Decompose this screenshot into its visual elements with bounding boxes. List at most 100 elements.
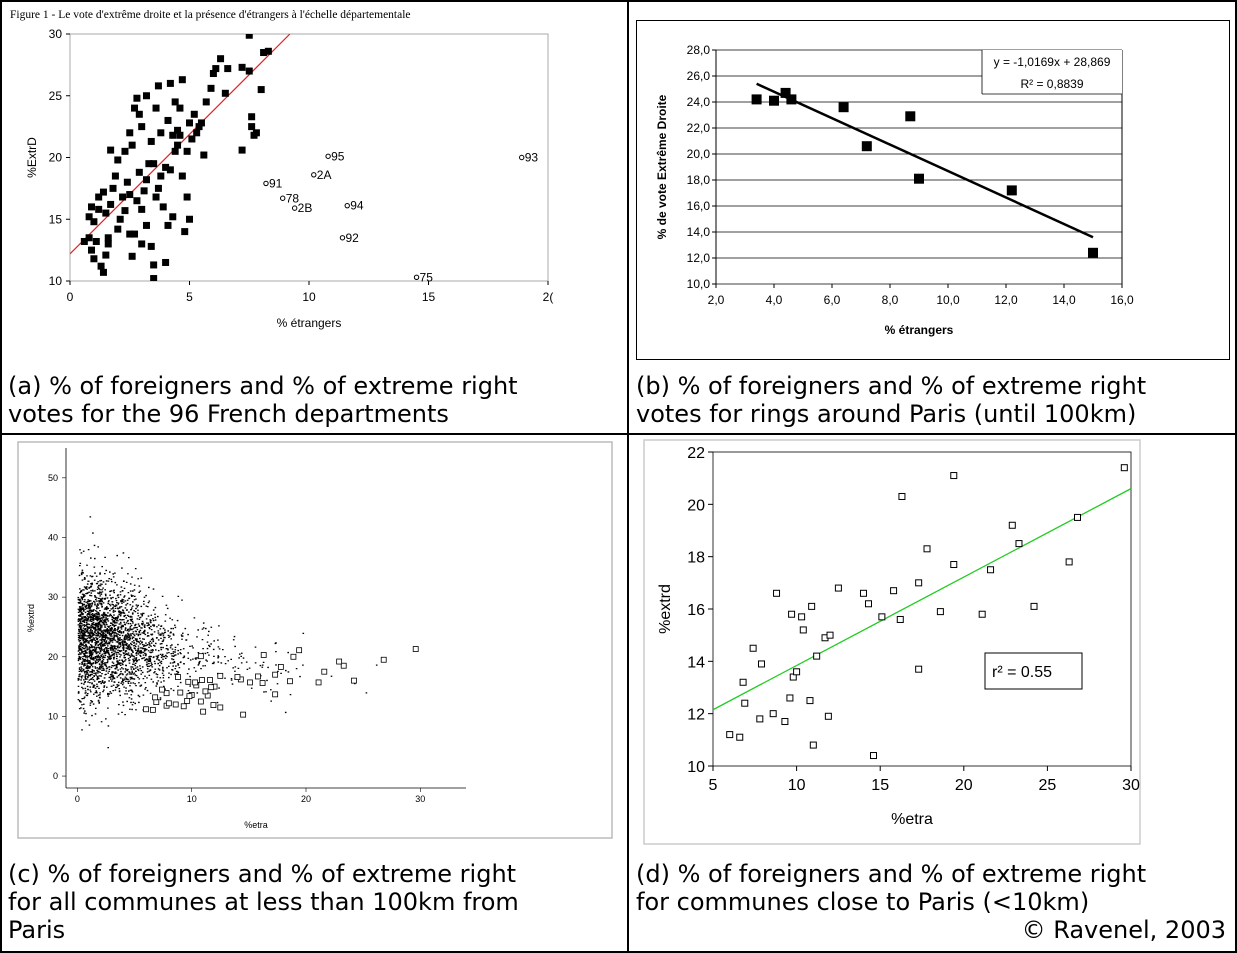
caption-c-line-3: Paris (8, 916, 66, 944)
chart-d-point (859, 589, 867, 597)
chart-c: 0 10 20 30 40 50 0 10 20 30 %etra %extrd (17, 441, 613, 839)
grid-divider-vertical (627, 0, 629, 953)
chart-d-y-tick-label: 10 (687, 759, 705, 776)
chart-a-point (154, 184, 162, 192)
chart-a-labeled-point (413, 274, 420, 280)
chart-d-point (834, 584, 842, 592)
chart-b-y-tick-label: 24,0 (687, 95, 711, 109)
chart-d-x-tick-label: 10 (788, 777, 806, 794)
chart-b-point (838, 102, 849, 113)
chart-d-y-tick-label: 20 (687, 497, 705, 514)
chart-a-point (245, 34, 253, 39)
chart-b-x-label: % étrangers (885, 323, 954, 337)
chart-c-open-point (175, 674, 181, 680)
chart-a-point (238, 146, 246, 154)
chart-c-open-point (185, 678, 192, 685)
chart-a-point (166, 79, 174, 87)
chart-b-point (1006, 185, 1017, 196)
chart-a-x-tick-label: 2( (543, 290, 554, 304)
chart-a-point (264, 47, 272, 55)
chart-d-trendline (712, 488, 1132, 711)
chart-a-point (104, 240, 112, 248)
chart-b-y-tick-label: 28,0 (687, 43, 711, 57)
chart-a-point (107, 146, 115, 154)
chart-a-point (202, 98, 210, 106)
chart-a-point (104, 234, 112, 242)
chart-a-point (169, 131, 177, 139)
chart-a-point (252, 129, 260, 137)
chart-a-labeled-point (344, 202, 350, 209)
chart-a-point (157, 172, 165, 180)
chart-a-point (95, 193, 103, 201)
chart-d-x-tick-label: 25 (1039, 777, 1057, 794)
chart-c-open-point (143, 706, 149, 713)
chart-a-point (88, 203, 96, 211)
chart-d-point (950, 472, 958, 480)
chart-a-point (157, 129, 165, 137)
chart-c-y-tick-label: 10 (48, 711, 58, 721)
copyright: © Ravenel, 2003 (1021, 916, 1226, 944)
chart-a-point (154, 82, 162, 90)
panel-b: 10,0 12,0 14,0 16,0 18,0 20,0 22,0 24,0 26,0 28,0… (636, 20, 1230, 360)
chart-b-frame (636, 20, 1230, 360)
panel-d: 10 12 14 16 18 20 22 5 10 15 20 25 30 %etra %extrd r² =… (642, 438, 1142, 846)
chart-a-point (152, 193, 160, 201)
chart-d-y-tick-label: 22 (687, 445, 705, 462)
chart-a-point (126, 191, 134, 199)
chart-b-x-tick-label: 6,0 (824, 293, 841, 307)
chart-c-open-point (290, 653, 297, 660)
chart-d-point (915, 665, 923, 673)
chart-a-point-label: 2A (317, 168, 332, 182)
chart-a-point (116, 215, 124, 223)
chart-a-point (99, 268, 107, 276)
chart-d-x-tick-label: 20 (955, 777, 973, 794)
chart-b-point (914, 173, 924, 184)
caption-d-line-2: for communes close to Paris (<10km) (636, 888, 1090, 916)
chart-b-equation-box (982, 50, 1122, 94)
chart-a-point (135, 168, 143, 176)
chart-b-trendline (756, 82, 1094, 239)
panel-a: Figure 1 - Le vote d'extrême droite et l… (8, 4, 620, 366)
chart-a-point (169, 213, 177, 221)
chart-a-point (102, 209, 110, 217)
chart-a-point (174, 126, 182, 134)
grid-border-left (0, 0, 2, 953)
chart-a-y-tick-label: 30 (49, 27, 63, 41)
chart-d-point (769, 710, 777, 718)
chart-a-point (138, 240, 146, 248)
chart-c-open-point (208, 684, 215, 691)
chart-c-y-tick-label: 50 (48, 473, 58, 483)
chart-d-point (798, 613, 806, 621)
chart-c-open-point (340, 662, 347, 669)
chart-a-point (95, 205, 103, 213)
chart-a-point (150, 275, 158, 281)
chart-d-point (870, 752, 878, 760)
chart-d-point (826, 631, 834, 639)
caption-c-line-1: (c) % of foreigners and % of extreme rig… (8, 860, 517, 888)
chart-d-x-tick-label: 30 (1122, 777, 1140, 794)
chart-a-point (171, 147, 179, 155)
chart-a-point (186, 215, 193, 223)
chart-a-point (238, 63, 246, 71)
chart-a-point (181, 228, 189, 236)
chart-a-point (162, 163, 170, 171)
chart-a-labeled-point (325, 153, 331, 159)
chart-b-equation: y = -1,0169x + 28,869 (994, 55, 1111, 69)
chart-a-point (178, 172, 186, 180)
chart-c-y-tick-label: 0 (53, 771, 58, 781)
chart-d-r2-box (984, 652, 1083, 690)
chart-d-point (915, 579, 923, 587)
chart-d-y-label: %extrd (657, 584, 674, 634)
chart-a-y-tick-label: 15 (49, 212, 63, 226)
chart-a-point (140, 187, 148, 195)
caption-a-line-1: (a) % of foreigners and % of extreme rig… (8, 372, 518, 400)
chart-c-open-point (321, 668, 328, 675)
chart-d-point (878, 613, 886, 621)
chart-a-point (186, 119, 193, 127)
chart-b-y-tick-label: 18,0 (687, 173, 711, 187)
chart-b-x-tick-label: 2,0 (708, 293, 725, 307)
chart-d-point (788, 610, 796, 618)
chart-d-y-tick-label: 16 (687, 602, 705, 619)
chart-d-point (739, 678, 747, 686)
